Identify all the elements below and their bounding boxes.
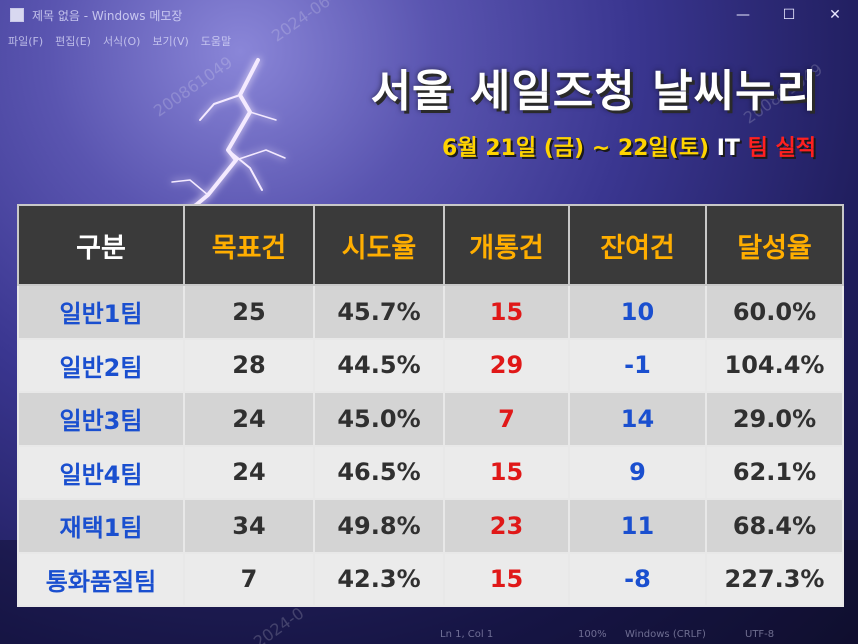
date-range: 6월 21일 (금) ~ 22일(토) [442, 136, 710, 161]
subtitle-suffix: 팀 실적 [747, 136, 816, 161]
status-zoom: 100% [578, 628, 607, 640]
cell-remaining: -8 [568, 551, 707, 607]
cell-team: 일반3팀 [17, 391, 185, 447]
cell-target: 7 [183, 551, 315, 607]
column-header-remaining: 잔여건 [568, 204, 707, 286]
menu-help[interactable]: 도움말 [200, 35, 232, 48]
menu-edit[interactable]: 편집(E) [55, 35, 91, 48]
cell-opened: 15 [443, 551, 570, 607]
cell-remaining: 11 [568, 498, 707, 554]
cell-remaining: -1 [568, 337, 707, 393]
it-label: IT [716, 136, 740, 161]
cell-achievement: 227.3% [705, 551, 844, 607]
window-title: 제목 없음 - Windows 메모장 [32, 8, 183, 23]
cell-target: 34 [183, 498, 315, 554]
table-row: 통화품질팀 7 42.3% 15 -8 227.3% [17, 551, 844, 607]
cell-opened: 29 [443, 337, 570, 393]
cell-team: 재택1팀 [17, 498, 185, 554]
cell-target: 25 [183, 284, 315, 340]
cell-remaining: 10 [568, 284, 707, 340]
close-button[interactable]: ✕ [829, 7, 841, 23]
column-header-attempt-rate: 시도율 [313, 204, 445, 286]
cell-attempt-rate: 42.3% [313, 551, 445, 607]
column-header-achievement: 달성율 [705, 204, 844, 286]
status-bar: Ln 1, Col 1 100% Windows (CRLF) UTF-8 [0, 624, 858, 644]
cell-attempt-rate: 49.8% [313, 498, 445, 554]
cell-opened: 15 [443, 444, 570, 500]
status-line-ending: Windows (CRLF) [625, 628, 706, 640]
cell-opened: 7 [443, 391, 570, 447]
cell-achievement: 62.1% [705, 444, 844, 500]
page-subtitle: 6월 21일 (금) ~ 22일(토) IT 팀 실적 [442, 130, 816, 162]
cell-achievement: 29.0% [705, 391, 844, 447]
cell-opened: 15 [443, 284, 570, 340]
window-controls: — ☐ ✕ [720, 0, 858, 30]
status-position: Ln 1, Col 1 [440, 628, 494, 640]
status-encoding: UTF-8 [745, 628, 775, 640]
maximize-button[interactable]: ☐ [782, 7, 796, 23]
performance-table: 구분 목표건 시도율 개통건 잔여건 달성율 일반1팀 25 45.7% 15 … [17, 204, 844, 607]
notepad-icon [10, 8, 24, 22]
minimize-button[interactable]: — [736, 7, 750, 23]
cell-achievement: 60.0% [705, 284, 844, 340]
table-row: 일반3팀 24 45.0% 7 14 29.0% [17, 391, 844, 447]
cell-attempt-rate: 45.7% [313, 284, 445, 340]
table-row: 일반4팀 24 46.5% 15 9 62.1% [17, 444, 844, 500]
cell-team: 일반4팀 [17, 444, 185, 500]
table-row: 일반1팀 25 45.7% 15 10 60.0% [17, 284, 844, 340]
menu-bar: 파일(F) 편집(E) 서식(O) 보기(V) 도움말 [0, 30, 231, 52]
table-row: 재택1팀 34 49.8% 23 11 68.4% [17, 498, 844, 554]
cell-attempt-rate: 45.0% [313, 391, 445, 447]
column-header-category: 구분 [17, 204, 185, 286]
cell-team: 일반1팀 [17, 284, 185, 340]
column-header-target: 목표건 [183, 204, 315, 286]
table-row: 일반2팀 28 44.5% 29 -1 104.4% [17, 337, 844, 393]
cell-attempt-rate: 46.5% [313, 444, 445, 500]
cell-target: 28 [183, 337, 315, 393]
cell-achievement: 104.4% [705, 337, 844, 393]
table-header-row: 구분 목표건 시도율 개통건 잔여건 달성율 [17, 204, 844, 286]
cell-achievement: 68.4% [705, 498, 844, 554]
cell-team: 일반2팀 [17, 337, 185, 393]
column-header-opened: 개통건 [443, 204, 570, 286]
cell-remaining: 14 [568, 391, 707, 447]
cell-target: 24 [183, 391, 315, 447]
cell-team: 통화품질팀 [17, 551, 185, 607]
cell-target: 24 [183, 444, 315, 500]
page-title: 서울 세일즈청 날씨누리 [370, 66, 818, 117]
cell-opened: 23 [443, 498, 570, 554]
menu-file[interactable]: 파일(F) [8, 35, 44, 48]
cell-attempt-rate: 44.5% [313, 337, 445, 393]
window-titlebar[interactable]: 제목 없음 - Windows 메모장 — ☐ ✕ [0, 0, 858, 30]
menu-format[interactable]: 서식(O) [102, 35, 141, 48]
menu-view[interactable]: 보기(V) [152, 35, 189, 48]
cell-remaining: 9 [568, 444, 707, 500]
